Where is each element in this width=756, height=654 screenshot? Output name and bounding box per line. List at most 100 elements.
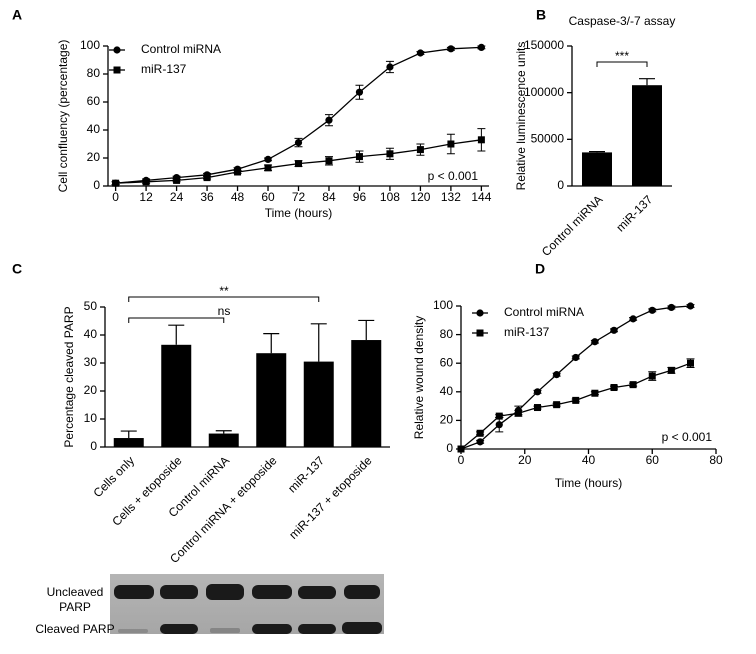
western-blot: Uncleaved PARP Cleaved PARP bbox=[35, 574, 384, 636]
y-axis-label: Percentage cleaved PARP bbox=[62, 306, 76, 447]
x-tick-label: 36 bbox=[200, 190, 214, 204]
x-tick-label: 60 bbox=[646, 453, 660, 467]
y-tick-label: 50000 bbox=[531, 132, 565, 146]
marker bbox=[667, 366, 675, 374]
x-tick-label: 84 bbox=[322, 190, 336, 204]
marker bbox=[386, 150, 394, 158]
marker bbox=[416, 146, 424, 154]
y-tick-label: 40 bbox=[87, 122, 101, 136]
significance-bracket bbox=[128, 296, 320, 302]
y-tick-label: 20 bbox=[440, 413, 454, 427]
panel-letter: D bbox=[535, 261, 545, 277]
x-tick-label: 120 bbox=[410, 190, 430, 204]
x-tick-label: 80 bbox=[709, 453, 723, 467]
error-bar bbox=[589, 151, 605, 153]
y-tick-label: 40 bbox=[440, 384, 454, 398]
y-tick-label: 30 bbox=[84, 355, 98, 369]
x-tick-label: 24 bbox=[170, 190, 184, 204]
marker bbox=[495, 412, 503, 420]
y-tick-label: 0 bbox=[93, 178, 100, 192]
bar bbox=[161, 344, 192, 447]
marker bbox=[264, 164, 272, 172]
marker bbox=[667, 303, 675, 312]
panel-letter: C bbox=[12, 261, 22, 277]
marker bbox=[142, 178, 150, 186]
marker bbox=[686, 302, 695, 310]
marker bbox=[687, 359, 694, 367]
marker bbox=[416, 49, 425, 57]
y-axis-label: Relative wound density bbox=[412, 316, 426, 439]
marker bbox=[534, 404, 541, 412]
panel-letter: A bbox=[12, 7, 22, 23]
marker bbox=[447, 140, 455, 148]
legend-label: miR-137 bbox=[504, 325, 550, 339]
annotation: p < 0.001 bbox=[662, 430, 713, 444]
y-tick-label: 150000 bbox=[524, 38, 564, 52]
error-bar bbox=[263, 333, 280, 354]
legend-label: Control miRNA bbox=[141, 42, 221, 56]
bar bbox=[351, 340, 382, 447]
bar bbox=[632, 85, 662, 186]
marker bbox=[477, 136, 485, 144]
x-tick-label: miR-137 bbox=[613, 192, 655, 234]
y-tick-label: 0 bbox=[557, 178, 564, 192]
x-tick-label: 132 bbox=[441, 190, 461, 204]
marker bbox=[591, 389, 599, 397]
y-tick-label: 20 bbox=[84, 383, 98, 397]
x-tick-label: 20 bbox=[518, 453, 532, 467]
bar bbox=[582, 152, 612, 186]
marker bbox=[112, 179, 120, 187]
y-tick-label: 50 bbox=[84, 299, 98, 313]
annotation: ns bbox=[218, 304, 231, 318]
annotation: *** bbox=[615, 49, 629, 63]
marker bbox=[234, 168, 242, 176]
marker bbox=[355, 88, 364, 96]
marker bbox=[553, 371, 561, 379]
x-tick-label: 0 bbox=[458, 453, 465, 467]
bar bbox=[256, 353, 287, 447]
marker bbox=[591, 338, 599, 346]
legend-marker bbox=[113, 66, 121, 74]
line bbox=[460, 362, 691, 450]
x-tick-label: 72 bbox=[292, 190, 306, 204]
significance-bracket bbox=[596, 61, 648, 67]
marker bbox=[457, 445, 465, 453]
marker bbox=[295, 160, 302, 168]
y-tick-label: 10 bbox=[84, 411, 98, 425]
bar bbox=[208, 433, 239, 447]
bar bbox=[113, 438, 144, 447]
marker bbox=[447, 45, 455, 53]
marker bbox=[495, 421, 503, 429]
marker bbox=[610, 326, 618, 334]
marker bbox=[386, 63, 394, 71]
marker bbox=[325, 116, 333, 124]
marker bbox=[264, 155, 272, 163]
x-tick-label: 108 bbox=[380, 190, 400, 204]
y-tick-label: 40 bbox=[84, 327, 98, 341]
x-tick-label: 144 bbox=[471, 190, 491, 204]
x-tick-label: 96 bbox=[353, 190, 367, 204]
y-tick-label: 80 bbox=[87, 66, 101, 80]
marker bbox=[572, 396, 580, 404]
error-bar bbox=[168, 324, 185, 345]
marker bbox=[355, 153, 363, 161]
x-tick-label: Cells only bbox=[90, 453, 137, 500]
panel-letter: B bbox=[536, 7, 546, 23]
annotation: ** bbox=[219, 284, 229, 298]
y-tick-label: 60 bbox=[87, 94, 101, 108]
x-tick-label: 40 bbox=[582, 453, 596, 467]
y-axis-label: Relative luminescence units bbox=[514, 42, 528, 191]
annotation: p < 0.001 bbox=[428, 169, 479, 183]
y-tick-label: 100000 bbox=[524, 85, 564, 99]
error-bar bbox=[310, 323, 327, 362]
marker bbox=[572, 353, 580, 362]
marker bbox=[325, 157, 333, 165]
error-bar bbox=[120, 430, 137, 439]
x-tick-label: 48 bbox=[231, 190, 245, 204]
x-axis-label: Time (hours) bbox=[265, 206, 333, 220]
marker bbox=[629, 381, 637, 389]
y-tick-label: 100 bbox=[433, 298, 453, 312]
marker bbox=[610, 384, 618, 392]
legend-marker bbox=[476, 329, 484, 337]
